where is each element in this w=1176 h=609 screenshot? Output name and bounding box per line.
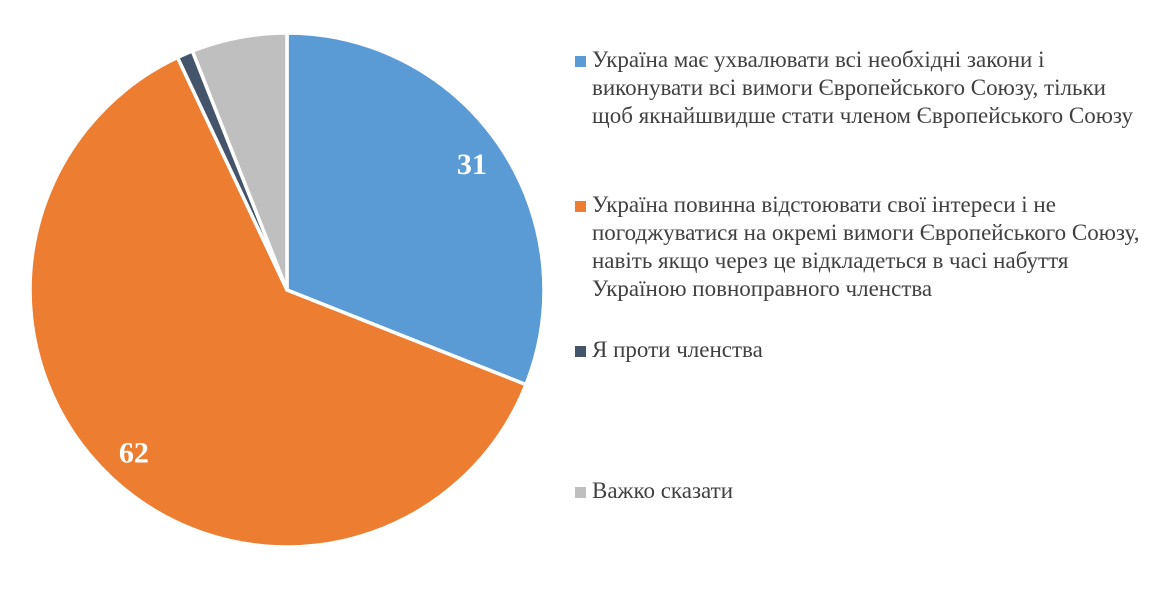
legend-label: Україна має ухвалювати всі необхідні зак… [592,47,1133,128]
legend-item-approve-all-laws: Україна має ухвалювати всі необхідні зак… [575,46,1148,130]
legend-bullet-blue-icon [575,56,586,67]
pie-slice-1 [28,55,528,549]
pie-slice-3 [190,31,289,292]
pie-slice-0 [285,31,546,387]
legend-item-hard-to-say: Важко сказати [575,477,1148,505]
legend-bullet-orange-icon [575,201,586,212]
legend-label: Важко сказати [592,478,733,503]
pie-value-label-1: 62 [119,437,149,470]
legend-item-against-membership: Я проти членства [575,336,1148,364]
pie-value-label-0: 31 [457,148,487,181]
legend-label: Україна повинна відстоювати свої інтерес… [592,192,1140,301]
legend-label: Я проти членства [592,337,763,362]
legend-item-defend-interests: Україна повинна відстоювати свої інтерес… [575,191,1148,303]
legend-bullet-gray-icon [575,487,586,498]
legend-bullet-navy-icon [575,346,586,357]
